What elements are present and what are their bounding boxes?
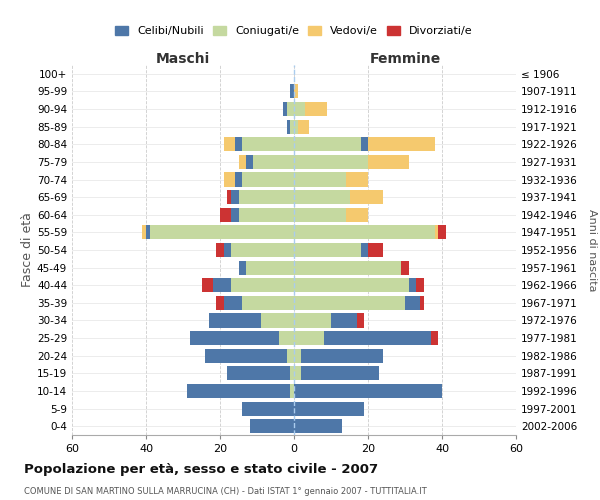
Bar — [202, 278, 212, 292]
Bar — [227, 366, 290, 380]
Bar — [287, 120, 290, 134]
Bar — [361, 137, 368, 152]
Bar — [294, 366, 301, 380]
Bar — [290, 384, 294, 398]
Bar — [231, 243, 294, 257]
Bar — [294, 226, 434, 239]
Bar — [361, 243, 368, 257]
Bar — [294, 84, 298, 98]
Bar — [224, 243, 231, 257]
Bar — [239, 155, 246, 169]
Bar — [294, 120, 298, 134]
Bar — [346, 208, 368, 222]
Bar — [146, 226, 150, 239]
Bar — [294, 419, 342, 433]
Bar — [242, 402, 294, 415]
Bar — [235, 172, 242, 186]
Bar — [301, 366, 379, 380]
Bar — [224, 137, 235, 152]
Bar — [294, 137, 361, 152]
Bar — [368, 243, 383, 257]
Bar — [294, 278, 409, 292]
Bar — [142, 226, 146, 239]
Bar — [231, 190, 239, 204]
Bar — [294, 155, 368, 169]
Bar — [405, 296, 420, 310]
Bar — [220, 208, 231, 222]
Bar — [368, 137, 434, 152]
Bar — [260, 314, 294, 328]
Bar — [294, 402, 364, 415]
Y-axis label: Fasce di età: Fasce di età — [21, 212, 34, 288]
Bar — [438, 226, 446, 239]
Bar — [294, 348, 301, 363]
Bar — [431, 331, 438, 345]
Bar — [294, 172, 346, 186]
Y-axis label: Anni di nascita: Anni di nascita — [587, 209, 597, 291]
Bar — [290, 84, 294, 98]
Bar — [242, 296, 294, 310]
Bar — [290, 120, 294, 134]
Bar — [209, 314, 260, 328]
Bar — [294, 260, 401, 274]
Bar — [323, 331, 431, 345]
Bar — [224, 172, 235, 186]
Bar — [242, 137, 294, 152]
Text: Maschi: Maschi — [156, 52, 210, 66]
Bar — [279, 331, 294, 345]
Bar — [246, 155, 253, 169]
Bar — [349, 190, 383, 204]
Bar — [294, 102, 305, 116]
Text: COMUNE DI SAN MARTINO SULLA MARRUCINA (CH) - Dati ISTAT 1° gennaio 2007 - TUTTIT: COMUNE DI SAN MARTINO SULLA MARRUCINA (C… — [24, 487, 427, 496]
Bar — [331, 314, 357, 328]
Bar — [305, 102, 328, 116]
Bar — [227, 190, 231, 204]
Bar — [242, 172, 294, 186]
Bar — [239, 208, 294, 222]
Bar — [368, 155, 409, 169]
Bar — [190, 331, 279, 345]
Bar — [253, 155, 294, 169]
Bar — [239, 260, 246, 274]
Bar — [420, 296, 424, 310]
Bar — [401, 260, 409, 274]
Bar — [434, 226, 438, 239]
Text: Femmine: Femmine — [370, 52, 440, 66]
Bar — [239, 190, 294, 204]
Bar — [416, 278, 424, 292]
Bar — [150, 226, 294, 239]
Bar — [187, 384, 290, 398]
Bar — [294, 296, 405, 310]
Bar — [224, 296, 242, 310]
Bar — [216, 296, 224, 310]
Legend: Celibi/Nubili, Coniugati/e, Vedovi/e, Divorziati/e: Celibi/Nubili, Coniugati/e, Vedovi/e, Di… — [112, 22, 476, 40]
Bar — [294, 314, 331, 328]
Bar — [294, 208, 346, 222]
Bar — [409, 278, 416, 292]
Bar — [290, 366, 294, 380]
Bar — [216, 243, 224, 257]
Bar — [283, 102, 287, 116]
Bar — [294, 243, 361, 257]
Bar — [250, 419, 294, 433]
Bar — [235, 137, 242, 152]
Text: Popolazione per età, sesso e stato civile - 2007: Popolazione per età, sesso e stato civil… — [24, 462, 378, 475]
Bar — [246, 260, 294, 274]
Bar — [287, 102, 294, 116]
Bar — [357, 314, 364, 328]
Bar — [294, 384, 442, 398]
Bar — [231, 278, 294, 292]
Bar — [287, 348, 294, 363]
Bar — [346, 172, 368, 186]
Bar — [231, 208, 239, 222]
Bar — [205, 348, 287, 363]
Bar — [298, 120, 309, 134]
Bar — [301, 348, 383, 363]
Bar — [294, 190, 349, 204]
Bar — [294, 331, 323, 345]
Bar — [212, 278, 231, 292]
